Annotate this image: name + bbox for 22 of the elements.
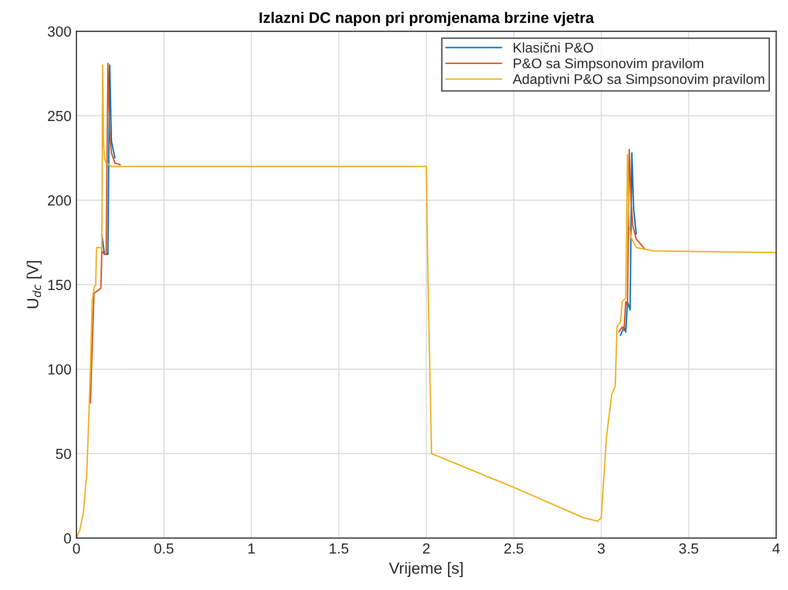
y-tick-label: 0 [64,533,72,544]
legend-label: Adaptivni P&O sa Simpsonovim pravilom [512,74,764,87]
x-tick-label: 2 [422,543,430,554]
x-tick-label: 1.5 [330,543,348,554]
y-tick-label: 300 [48,26,72,37]
x-tick-label: 3.5 [679,543,698,554]
chart-title: Izlazni DC napon pri promjenama brzine vjetra [260,12,594,26]
x-axis-title: Vrijeme [s] [388,562,463,577]
y-tick-label: 250 [48,110,72,122]
y-tick-label: 150 [48,280,72,290]
x-tick-label: 2.5 [504,543,524,554]
y-tick-label: 200 [48,195,72,206]
legend-label: P&O sa Simpsonovim pravilom [514,58,704,72]
y-tick-label: 50 [56,448,72,460]
x-tick-label: 4 [772,543,780,554]
y-tick-label: 100 [48,364,72,375]
x-tick-label: 0 [72,543,80,554]
x-tick-label: 1 [248,543,255,554]
x-tick-label: 3 [598,543,605,554]
x-tick-label: 0.5 [154,543,174,554]
legend-label: Klasični P&O [514,42,594,53]
y-axis-title: U$_{dc}$ [V] [26,261,42,308]
